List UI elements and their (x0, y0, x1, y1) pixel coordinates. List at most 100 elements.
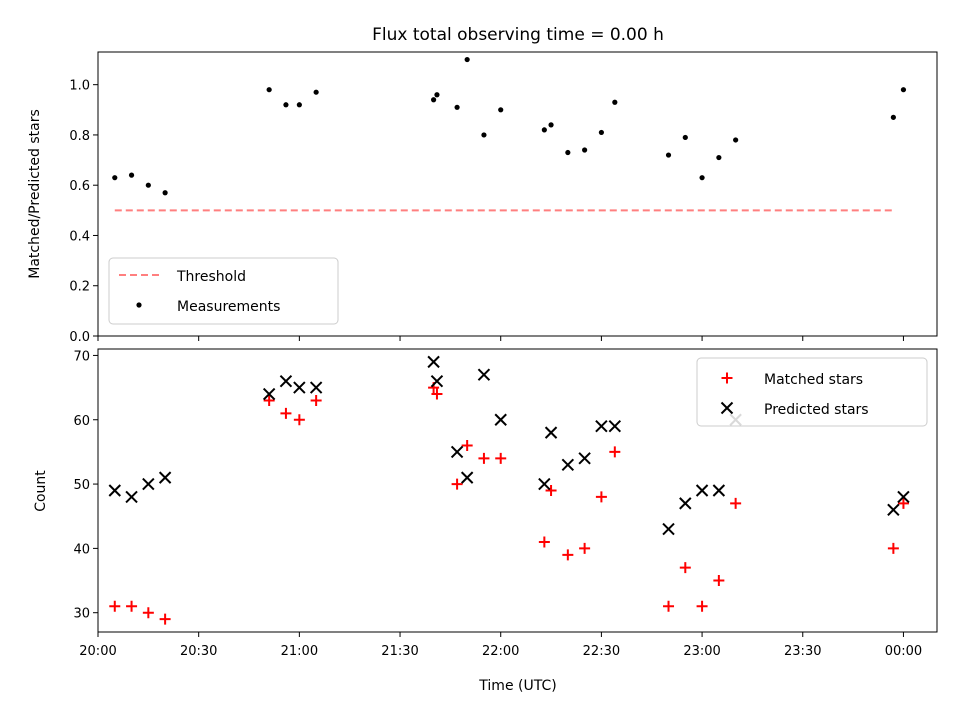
predicted-star-marker (662, 522, 675, 536)
predicted-star-marker (538, 477, 551, 491)
top-axes-frame (97, 51, 938, 337)
bottom-panel: 30 40 50 60 70 20:00 20:30 21:00 21:30 22:00 22:30… (33, 348, 938, 694)
matched-star-marker (562, 549, 574, 561)
x-tick-label: 21:00 (281, 644, 318, 659)
bottom-legend-box (696, 357, 928, 427)
matched-star-marker (280, 407, 292, 419)
measurement-point (431, 97, 437, 103)
y-tick-label: 0.8 (69, 129, 90, 144)
top-y-axis-label: Matched/Predicted stars (27, 109, 43, 279)
matched-star-marker (663, 600, 675, 612)
measurement-point (699, 175, 705, 181)
y-tick-label: 1.0 (69, 79, 90, 94)
predicted-star-marker (494, 413, 507, 426)
y-tick-label: 0.6 (69, 179, 90, 194)
y-tick-label: 0.2 (69, 280, 90, 295)
legend-matched-label: Matched stars (764, 372, 863, 388)
matched-star-marker (126, 600, 138, 612)
predicted-star-marker (578, 452, 591, 465)
matched-star-marker (897, 497, 909, 509)
measurement-point (481, 132, 487, 138)
measurement-point (296, 102, 302, 108)
x-tick-label: 00:00 (885, 644, 922, 659)
matched-star-marker (461, 439, 473, 451)
legend-measurement-label: Measurements (177, 299, 280, 315)
matched-star-marker (730, 497, 742, 509)
predicted-star-marker (608, 419, 622, 433)
matched-star-marker (538, 536, 550, 548)
legend-measurement-swatch (136, 302, 142, 308)
matched-star-marker (595, 491, 607, 503)
measurement-point (162, 190, 168, 196)
top-chart-title: Flux total observing time = 0.00 h (372, 25, 664, 45)
legend-threshold-label: Threshold (176, 269, 246, 285)
y-tick-label: 50 (73, 478, 90, 493)
predicted-star-marker (695, 484, 709, 497)
measurement-point (900, 87, 907, 93)
predicted-star-marker (544, 426, 558, 439)
x-tick-label: 20:30 (180, 644, 217, 659)
y-tick-label: 30 (73, 607, 90, 622)
measurement-point (128, 172, 135, 178)
measurement-point (112, 175, 118, 181)
predicted-star-marker (262, 387, 276, 401)
top-panel: 0.0 0.2 0.4 0.6 0.8 1.0 Matched/Predicted sta… (27, 51, 938, 345)
predicted-star-marker (293, 381, 306, 394)
top-legend-box (108, 257, 339, 325)
matched-star-marker (545, 485, 557, 496)
x-tick-label: 23:00 (683, 644, 720, 659)
measurement-point (665, 152, 672, 158)
legend-predicted-swatch (720, 401, 734, 415)
predicted-star-marker (158, 471, 172, 484)
matched-star-marker (679, 562, 691, 574)
predicted-star-marker (460, 471, 474, 484)
matched-star-marker (142, 607, 154, 619)
matched-star-marker (263, 394, 275, 406)
matched-star-marker (478, 452, 490, 464)
y-tick-label: 0.4 (69, 229, 90, 244)
measurement-point (541, 127, 547, 133)
predicted-star-marker (897, 490, 910, 504)
matched-star-marker (293, 414, 305, 426)
measurement-point (313, 89, 319, 95)
legend-predicted-label: Predicted stars (764, 402, 869, 418)
predicted-star-marker (595, 419, 608, 433)
measurement-point (498, 107, 504, 113)
legend-matched-swatch (721, 372, 733, 384)
y-tick-label: 0.0 (69, 330, 90, 345)
matched-star-marker (159, 613, 171, 625)
measurement-point (716, 154, 722, 161)
predicted-star-marker (561, 458, 575, 471)
predicted-star-marker (477, 368, 491, 381)
x-tick-label: 23:30 (784, 644, 821, 659)
predicted-star-marker (887, 503, 900, 517)
measurement-point (454, 104, 460, 110)
predicted-star-marker (430, 374, 444, 388)
measurement-point (582, 147, 588, 153)
matched-star-marker (579, 542, 591, 554)
predicted-star-marker (108, 484, 121, 497)
x-tick-label: 22:30 (583, 644, 620, 659)
measurement-point (598, 129, 605, 136)
predicted-star-marker (309, 381, 323, 394)
predicted-star-marker (125, 490, 138, 504)
measurement-point (612, 99, 618, 105)
y-tick-label: 60 (73, 414, 90, 429)
matched-star-marker (451, 478, 463, 490)
measurement-point (890, 114, 896, 120)
measurement-point (434, 92, 440, 98)
x-axis-label: Time (UTC) (478, 678, 556, 694)
predicted-star-marker (142, 477, 155, 491)
bottom-legend: Matched stars Predicted stars (696, 357, 928, 427)
matched-star-marker (310, 394, 322, 406)
predicted-star-marker (450, 445, 464, 459)
measurement-point (266, 87, 272, 93)
predicted-star-marker (427, 355, 440, 369)
top-legend: Threshold Measurements (108, 257, 339, 325)
matched-star-marker (495, 452, 507, 464)
x-tick-label: 20:00 (79, 644, 116, 659)
matched-star-marker (109, 600, 121, 612)
bottom-y-axis-label: Count (33, 470, 49, 512)
matched-star-marker (431, 388, 443, 400)
